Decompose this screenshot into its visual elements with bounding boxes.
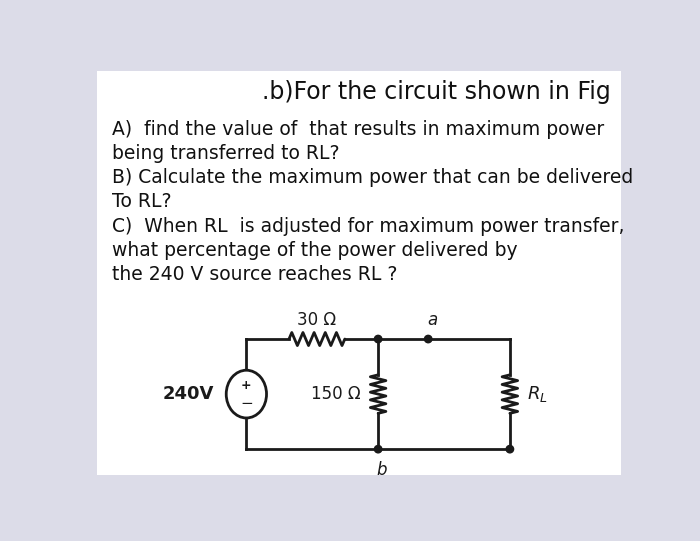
Circle shape [374, 335, 382, 343]
Text: A)  find the value of  that results in maximum power
being transferred to RL?
B): A) find the value of that results in max… [112, 120, 634, 284]
Text: 150 Ω: 150 Ω [312, 385, 361, 403]
Text: +: + [241, 379, 252, 392]
Circle shape [424, 335, 432, 343]
Text: a: a [427, 311, 438, 329]
Circle shape [506, 445, 514, 453]
FancyBboxPatch shape [97, 71, 621, 476]
Circle shape [374, 445, 382, 453]
Text: .b)For the circuit shown in Fig: .b)For the circuit shown in Fig [262, 80, 610, 103]
Text: $R_L$: $R_L$ [527, 384, 547, 404]
Text: 30 Ω: 30 Ω [298, 311, 337, 329]
Text: −: − [240, 396, 253, 411]
Text: 240V: 240V [162, 385, 214, 403]
Text: b: b [377, 461, 387, 479]
Ellipse shape [226, 370, 267, 418]
